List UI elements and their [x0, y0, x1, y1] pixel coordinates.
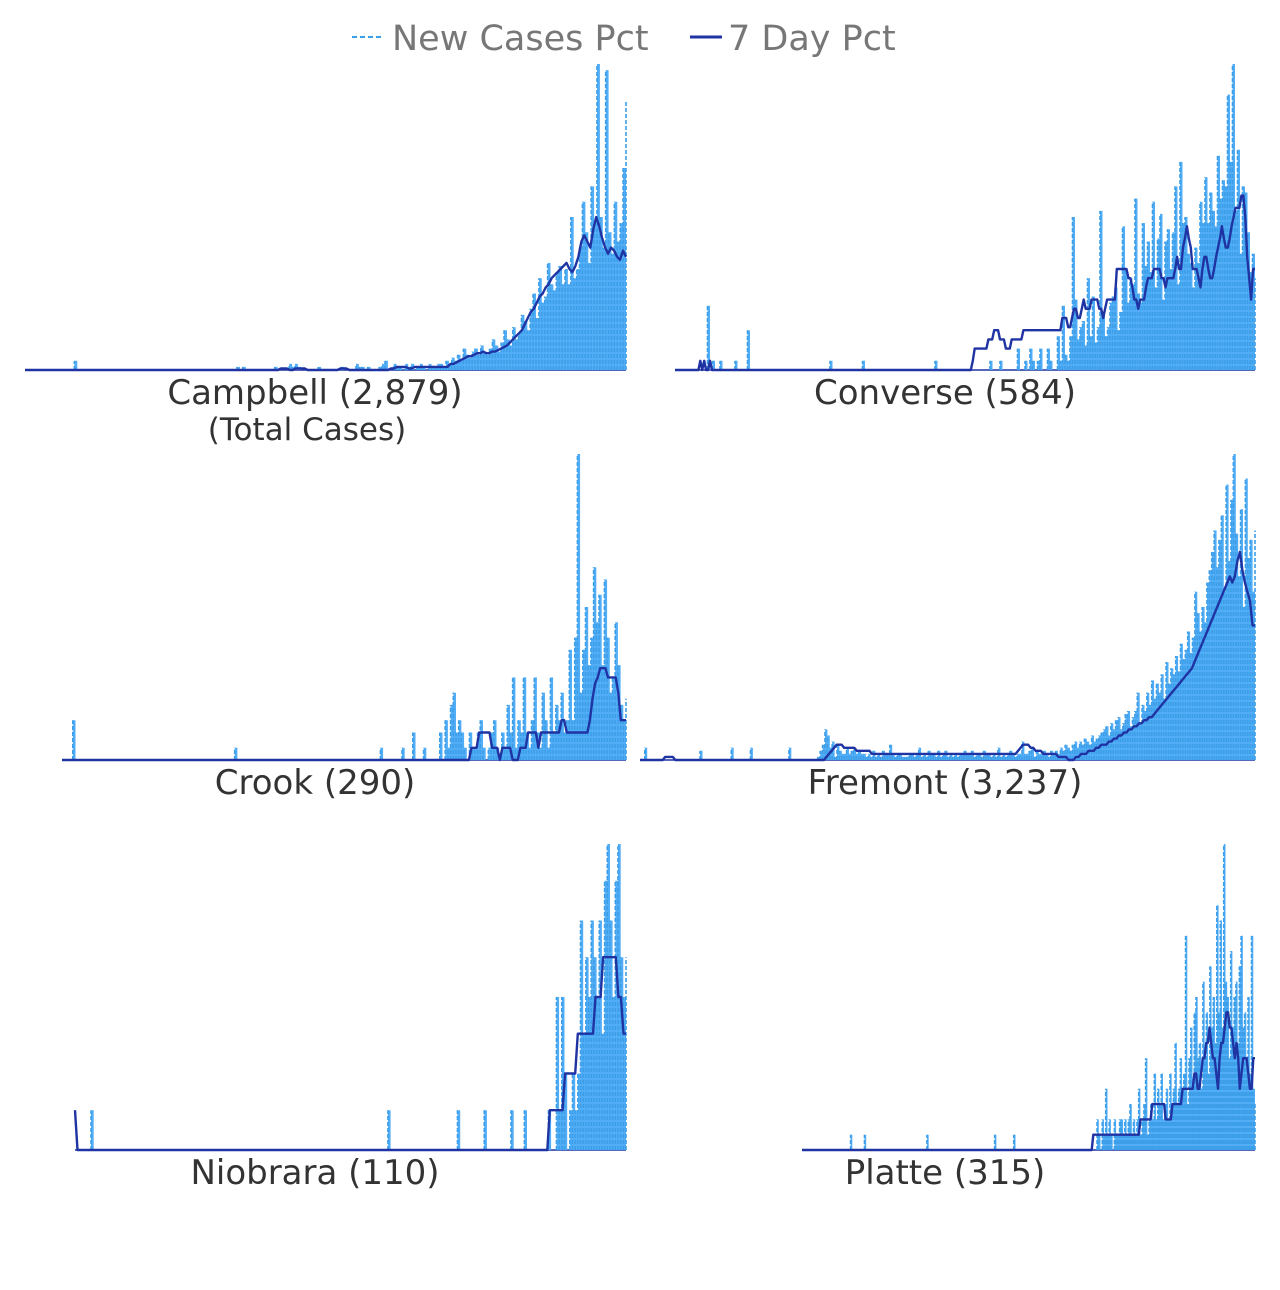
panel-title: Platte (315) [845, 1153, 1046, 1193]
legend-label-new-cases: New Cases Pct [392, 19, 649, 59]
panel-3: Crook (290) [62, 454, 627, 803]
panel-title: Niobrara (110) [190, 1153, 439, 1193]
seven-day-line [62, 667, 626, 762]
panel-1: Campbell (2,879)(Total Cases) [25, 64, 628, 448]
seven-day-line [675, 194, 1255, 372]
new-cases-area [62, 454, 626, 760]
new-cases-area [25, 64, 626, 370]
panel-title: Crook (290) [215, 763, 416, 803]
seven-day-line [25, 215, 628, 372]
panel-title: Converse (584) [814, 373, 1076, 413]
panel-2: Converse (584) [675, 64, 1256, 413]
panel-5: Niobrara (110) [73, 844, 627, 1193]
seven-day-line [73, 956, 626, 1152]
panel-subtitle: (Total Cases) [208, 412, 406, 448]
panel-title: Campbell (2,879) [167, 373, 462, 413]
legend-label-7-day: 7 Day Pct [728, 19, 896, 59]
legend: New Cases Pct 7 Day Pct [352, 19, 896, 59]
seven-day-line [640, 550, 1255, 762]
new-cases-area [75, 844, 626, 1150]
seven-day-line [802, 1011, 1255, 1152]
new-cases-area [640, 454, 1255, 760]
panel-4: Fremont (3,237) [640, 454, 1256, 803]
panel-title: Fremont (3,237) [808, 763, 1083, 803]
panel-6: Platte (315) [802, 844, 1256, 1193]
